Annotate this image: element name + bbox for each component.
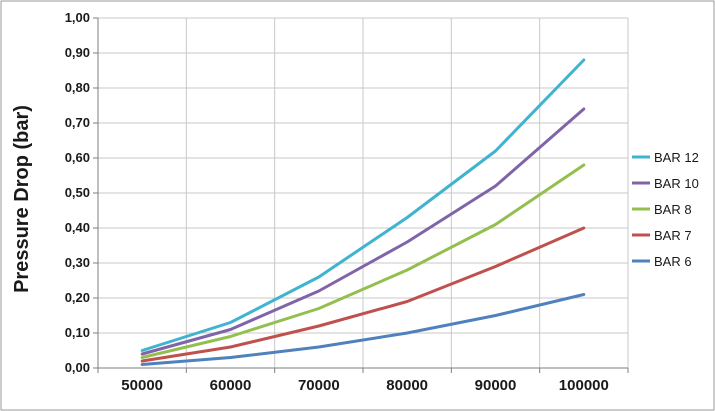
legend: BAR 12 BAR 10 BAR 8 BAR 7 BAR 6 (632, 150, 699, 269)
legend-label: BAR 12 (654, 150, 699, 165)
x-tick-label: 90000 (475, 377, 517, 394)
x-tick-label: 80000 (386, 377, 428, 394)
y-tick-label: 1,00 (65, 10, 90, 25)
x-tick-label: 70000 (298, 377, 340, 394)
legend-label: BAR 8 (654, 202, 692, 217)
y-tick-label: 0,80 (65, 80, 90, 95)
y-tick-label: 0,90 (65, 45, 90, 60)
legend-label: BAR 7 (654, 228, 692, 243)
series-line-bar-8 (140, 163, 586, 359)
y-tick-label: 0,00 (65, 360, 90, 375)
series-lines (140, 58, 586, 366)
legend-label: BAR 10 (654, 176, 699, 191)
legend-item: BAR 8 (632, 202, 692, 217)
y-tick-labels: 0,00 0,10 0,20 0,30 0,40 0,50 0,60 0,70 0,80 0,90… (65, 10, 90, 375)
y-tick-label: 0,60 (65, 150, 90, 165)
series-line-bar-6 (140, 293, 586, 366)
legend-item: BAR 6 (632, 254, 692, 269)
legend-item: BAR 12 (632, 150, 699, 165)
series-line-bar-7 (140, 226, 586, 363)
y-tick-label: 0,40 (65, 220, 90, 235)
y-tick-label: 0,10 (65, 325, 90, 340)
series-line-bar-10 (140, 107, 586, 356)
y-tick-label: 0,30 (65, 255, 90, 270)
x-tick-labels: 50000 60000 70000 80000 90000 100000 (121, 377, 609, 394)
x-tick-label: 60000 (210, 377, 252, 394)
legend-item: BAR 7 (632, 228, 692, 243)
y-tick-label: 0,70 (65, 115, 90, 130)
series-line-bar-12 (140, 58, 586, 352)
grid-lines (98, 17, 629, 368)
legend-label: BAR 6 (654, 254, 692, 269)
y-axis-title: Pressure Drop (bar) (11, 105, 33, 293)
y-tick-label: 0,50 (65, 185, 90, 200)
x-tick-label: 100000 (559, 377, 609, 394)
legend-item: BAR 10 (632, 176, 699, 191)
x-tick-label: 50000 (121, 377, 163, 394)
y-tick-label: 0,20 (65, 290, 90, 305)
axes (93, 17, 629, 373)
